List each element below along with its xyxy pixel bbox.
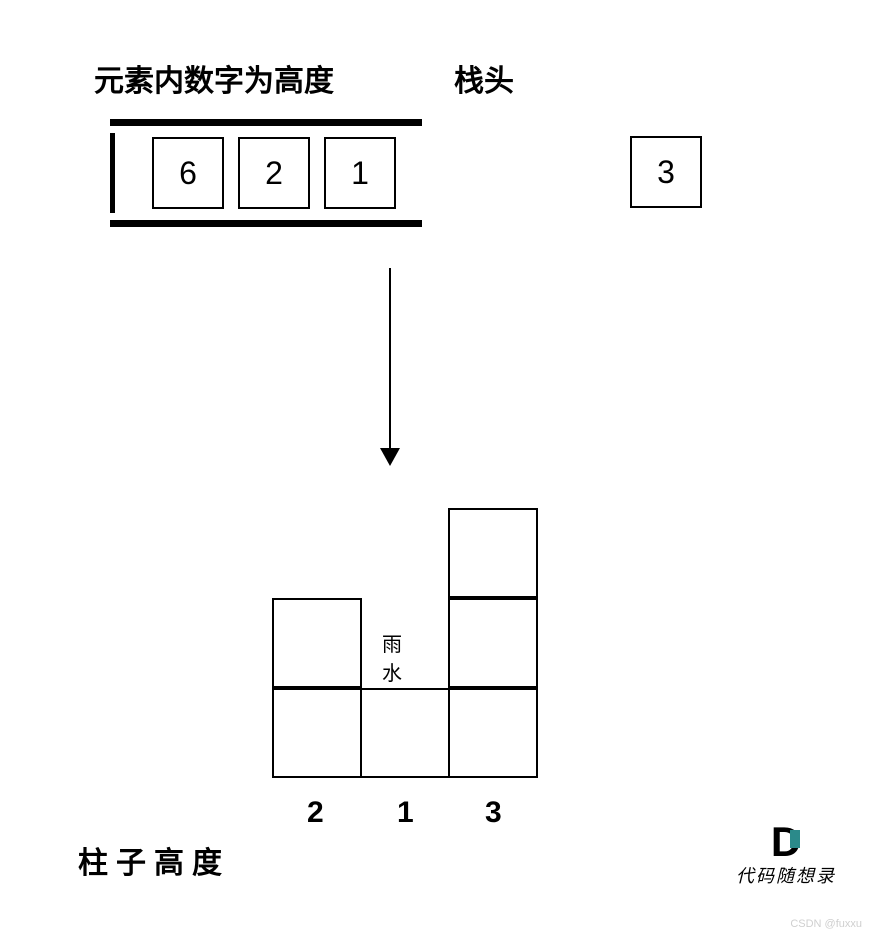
hist-cell [448, 598, 538, 688]
hist-cell [272, 688, 362, 778]
stack-box-2-value: 1 [351, 155, 369, 192]
hist-cell [360, 688, 450, 778]
stack-border-bottom [110, 220, 422, 227]
hist-cell [448, 508, 538, 598]
logo: D 代码随想录 [736, 818, 836, 888]
popped-box: 3 [630, 136, 702, 208]
col-label-2: 3 [485, 796, 502, 830]
col-label-0: 2 [307, 796, 324, 830]
stack-box-1: 2 [238, 137, 310, 209]
arrow-line [389, 268, 391, 448]
rain-label: 雨水 [382, 628, 402, 686]
label-stack-head: 栈头 [454, 56, 514, 100]
stack-box-0-value: 6 [179, 155, 197, 192]
stack-box-1-value: 2 [265, 155, 283, 192]
hist-cell [272, 598, 362, 688]
logo-accent [790, 830, 800, 848]
arrow-down [380, 268, 400, 466]
label-column-height: 柱子高度 [78, 838, 230, 882]
label-elements-height: 元素内数字为高度 [94, 56, 334, 100]
hist-cell [448, 688, 538, 778]
stack-box-0: 6 [152, 137, 224, 209]
stack-box-2: 1 [324, 137, 396, 209]
popped-box-value: 3 [657, 154, 675, 191]
arrow-head [380, 448, 400, 466]
stack-border-left [110, 133, 115, 213]
logo-letter: D [771, 818, 801, 866]
col-label-1: 1 [397, 796, 414, 830]
stack-border-top [110, 119, 422, 126]
watermark: CSDN @fuxxu [790, 918, 862, 930]
